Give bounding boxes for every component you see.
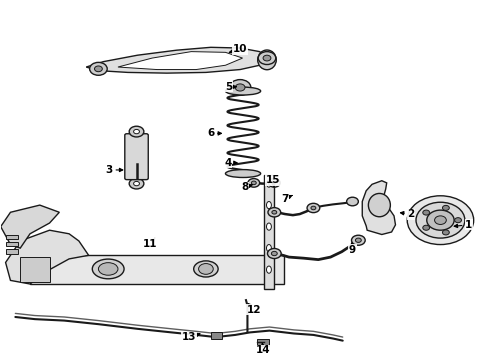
Circle shape [248, 179, 260, 187]
Text: 10: 10 [229, 44, 247, 54]
Ellipse shape [267, 180, 271, 187]
Text: 8: 8 [242, 182, 252, 192]
Circle shape [129, 126, 144, 137]
Circle shape [416, 202, 465, 238]
Bar [5, 235, 18, 239]
Text: 15: 15 [266, 175, 280, 187]
Circle shape [268, 208, 281, 217]
Text: 14: 14 [256, 343, 271, 355]
Ellipse shape [267, 223, 271, 230]
Text: 13: 13 [182, 332, 200, 342]
Circle shape [442, 205, 449, 210]
Circle shape [134, 130, 140, 134]
Polygon shape [86, 47, 267, 73]
Circle shape [268, 248, 281, 258]
Bar [211, 332, 221, 338]
Polygon shape [30, 255, 284, 284]
Text: 2: 2 [400, 209, 415, 219]
Text: 5: 5 [225, 82, 236, 92]
Circle shape [90, 62, 107, 75]
Ellipse shape [368, 193, 391, 217]
Bar [257, 339, 270, 346]
Text: 1: 1 [454, 220, 472, 230]
Ellipse shape [198, 264, 213, 274]
Ellipse shape [194, 261, 218, 277]
Circle shape [427, 210, 454, 230]
Text: 3: 3 [105, 165, 122, 175]
Text: 6: 6 [207, 129, 221, 138]
Circle shape [272, 211, 277, 214]
Text: 9: 9 [349, 243, 356, 255]
Text: 7: 7 [281, 194, 292, 204]
Ellipse shape [267, 244, 271, 252]
Polygon shape [118, 51, 243, 69]
Polygon shape [0, 205, 59, 248]
Circle shape [351, 235, 365, 245]
Ellipse shape [225, 170, 261, 177]
Circle shape [251, 181, 256, 185]
Circle shape [269, 179, 280, 187]
Circle shape [442, 230, 449, 235]
Circle shape [435, 216, 446, 225]
Bar [5, 249, 18, 253]
Ellipse shape [267, 266, 271, 273]
Polygon shape [264, 175, 274, 289]
Polygon shape [5, 230, 89, 284]
Circle shape [311, 206, 316, 210]
Circle shape [407, 196, 474, 244]
Circle shape [95, 66, 102, 72]
Bar [5, 242, 18, 246]
Circle shape [455, 218, 462, 223]
Polygon shape [362, 181, 395, 234]
FancyBboxPatch shape [125, 134, 148, 180]
Circle shape [258, 51, 276, 64]
Ellipse shape [92, 259, 124, 279]
Circle shape [235, 84, 245, 91]
Text: 12: 12 [246, 303, 261, 315]
Circle shape [423, 225, 430, 230]
Circle shape [263, 55, 271, 61]
Ellipse shape [225, 87, 261, 95]
Circle shape [129, 178, 144, 189]
Circle shape [346, 197, 358, 206]
Circle shape [355, 238, 361, 242]
Ellipse shape [267, 202, 271, 209]
Circle shape [423, 210, 430, 215]
Circle shape [307, 203, 320, 213]
Circle shape [271, 251, 277, 256]
Ellipse shape [98, 263, 118, 275]
Text: 11: 11 [143, 238, 157, 249]
Circle shape [134, 181, 140, 186]
Ellipse shape [258, 50, 276, 70]
Circle shape [229, 80, 251, 95]
Polygon shape [20, 257, 49, 282]
Text: 4: 4 [224, 158, 237, 168]
